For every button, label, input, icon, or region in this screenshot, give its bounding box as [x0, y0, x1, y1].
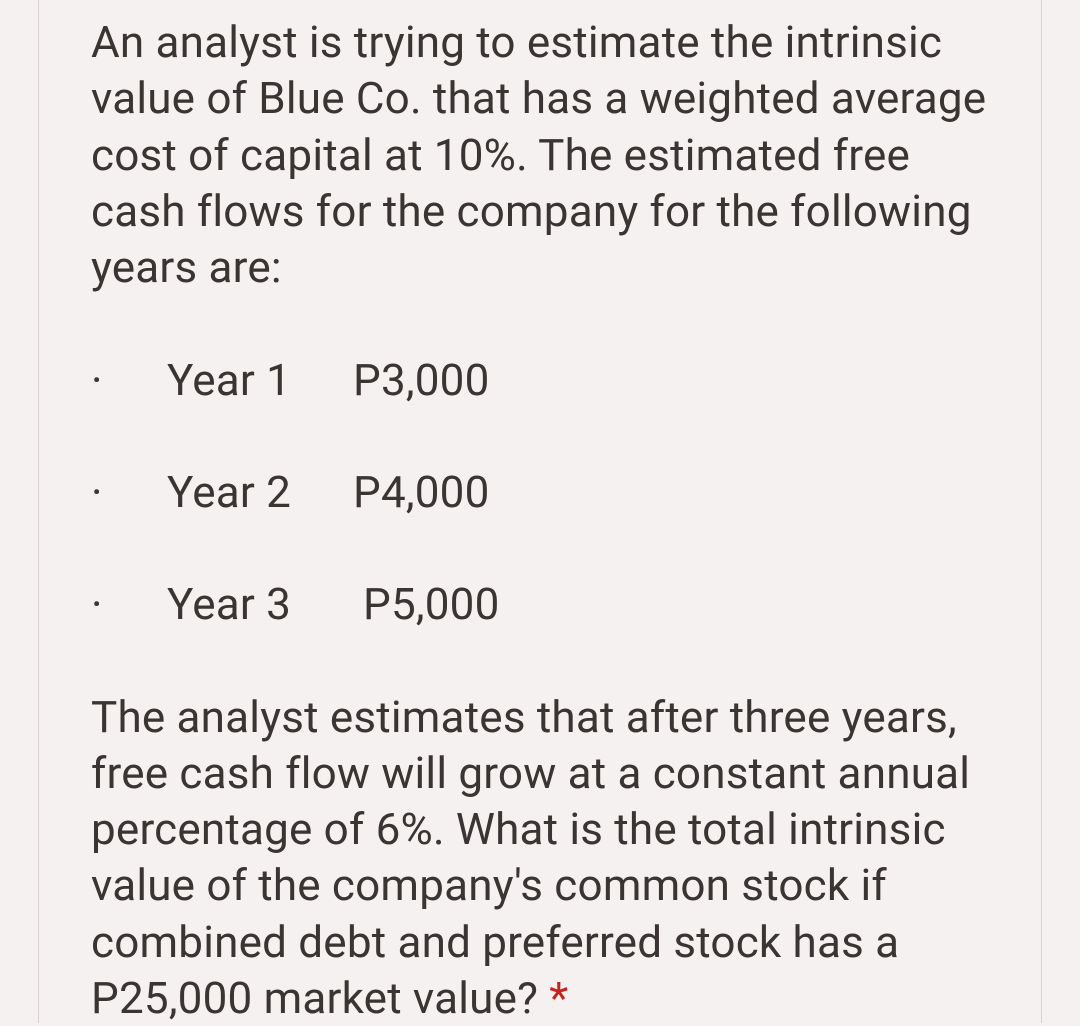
- year-label: Year 3: [167, 576, 363, 632]
- year-amount: P4,000: [353, 464, 989, 520]
- year-label: Year 1: [167, 352, 353, 408]
- cashflow-item: · Year 3 P5,000: [91, 576, 989, 632]
- question-closing: The analyst estimates that after three y…: [91, 689, 989, 1026]
- bullet-icon: ·: [91, 576, 167, 632]
- year-amount: P3,000: [353, 352, 989, 408]
- cashflow-item: · Year 1 P3,000: [91, 352, 989, 408]
- question-card: An analyst is trying to estimate the int…: [38, 0, 1042, 1023]
- bullet-icon: ·: [91, 352, 167, 408]
- required-asterisk: *: [549, 972, 568, 1024]
- question-intro: An analyst is trying to estimate the int…: [91, 14, 989, 296]
- question-body: An analyst is trying to estimate the int…: [91, 14, 989, 1026]
- year-label: Year 2: [167, 464, 353, 520]
- cashflow-item: · Year 2 P4,000: [91, 464, 989, 520]
- closing-text: The analyst estimates that after three y…: [91, 691, 970, 1025]
- bullet-icon: ·: [91, 464, 167, 520]
- year-amount: P5,000: [363, 576, 989, 632]
